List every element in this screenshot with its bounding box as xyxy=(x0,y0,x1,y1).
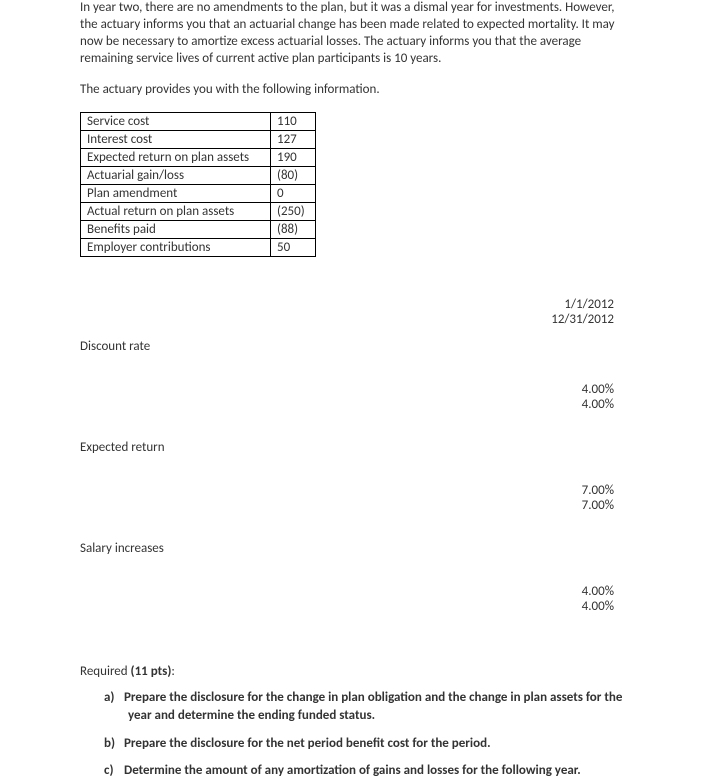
table-row: Actual return on plan assets (250) xyxy=(81,203,316,221)
row-value: (80) xyxy=(271,167,316,185)
required-item-b: b)Prepare the disclosure for the net per… xyxy=(104,735,624,753)
discount-rate-label: Discount rate xyxy=(80,339,624,354)
salary-increases-v2: 4.00% xyxy=(80,599,614,614)
salary-increases-values: 4.00% 4.00% xyxy=(80,584,624,614)
discount-rate-values: 4.00% 4.00% xyxy=(80,382,624,412)
assumptions-section: 1/1/2012 12/31/2012 Discount rate 4.00% … xyxy=(80,297,624,614)
required-suffix: : xyxy=(171,664,174,679)
expected-return-values: 7.00% 7.00% xyxy=(80,483,624,513)
dates-block: 1/1/2012 12/31/2012 xyxy=(80,297,624,327)
row-label: Employer contributions xyxy=(81,239,271,257)
row-label: Actuarial gain/loss xyxy=(81,167,271,185)
table-row: Benefits paid (88) xyxy=(81,221,316,239)
expected-return-v1: 7.00% xyxy=(80,483,614,498)
table-row: Expected return on plan assets 190 xyxy=(81,149,316,167)
intro-paragraph-1: In year two, there are no amendments to … xyxy=(80,0,624,68)
row-value: 127 xyxy=(271,131,316,149)
required-prefix: Required xyxy=(80,664,131,679)
item-text: Determine the amount of any amortization… xyxy=(124,763,581,778)
row-label: Benefits paid xyxy=(81,221,271,239)
required-item-c: c)Determine the amount of any amortizati… xyxy=(104,762,624,780)
salary-increases-label: Salary increases xyxy=(80,541,624,556)
table-row: Service cost 110 xyxy=(81,113,316,131)
discount-rate-v2: 4.00% xyxy=(80,397,614,412)
row-label: Actual return on plan assets xyxy=(81,203,271,221)
table-row: Actuarial gain/loss (80) xyxy=(81,167,316,185)
item-marker: c) xyxy=(104,762,124,780)
row-value: 190 xyxy=(271,149,316,167)
intro-paragraph-2: The actuary provides you with the follow… xyxy=(80,82,624,99)
row-value: 50 xyxy=(271,239,316,257)
actuary-table: Service cost 110 Interest cost 127 Expec… xyxy=(80,112,316,257)
discount-rate-block: Discount rate 4.00% 4.00% xyxy=(80,339,624,412)
expected-return-v2: 7.00% xyxy=(80,498,614,513)
discount-rate-v1: 4.00% xyxy=(80,382,614,397)
row-value: (88) xyxy=(271,221,316,239)
required-list: a)Prepare the disclosure for the change … xyxy=(80,689,624,779)
row-label: Plan amendment xyxy=(81,185,271,203)
required-heading: Required (11 pts): xyxy=(80,664,624,679)
row-label: Expected return on plan assets xyxy=(81,149,271,167)
salary-increases-block: Salary increases 4.00% 4.00% xyxy=(80,541,624,614)
row-value: 0 xyxy=(271,185,316,203)
required-points: (11 pts) xyxy=(131,664,172,679)
row-label: Interest cost xyxy=(81,131,271,149)
row-label: Service cost xyxy=(81,113,271,131)
expected-return-block: Expected return 7.00% 7.00% xyxy=(80,440,624,513)
date-start: 1/1/2012 xyxy=(80,297,614,312)
table-row: Employer contributions 50 xyxy=(81,239,316,257)
item-marker: b) xyxy=(104,735,124,753)
row-value: (250) xyxy=(271,203,316,221)
required-item-a: a)Prepare the disclosure for the change … xyxy=(104,689,624,724)
expected-return-label: Expected return xyxy=(80,440,624,455)
date-end: 12/31/2012 xyxy=(80,312,614,327)
salary-increases-v1: 4.00% xyxy=(80,584,614,599)
row-value: 110 xyxy=(271,113,316,131)
item-marker: a) xyxy=(104,689,124,707)
table-row: Interest cost 127 xyxy=(81,131,316,149)
item-text: Prepare the disclosure for the net perio… xyxy=(124,736,491,751)
table-row: Plan amendment 0 xyxy=(81,185,316,203)
item-text: Prepare the disclosure for the change in… xyxy=(124,690,622,723)
required-section: Required (11 pts): a)Prepare the disclos… xyxy=(80,664,624,779)
